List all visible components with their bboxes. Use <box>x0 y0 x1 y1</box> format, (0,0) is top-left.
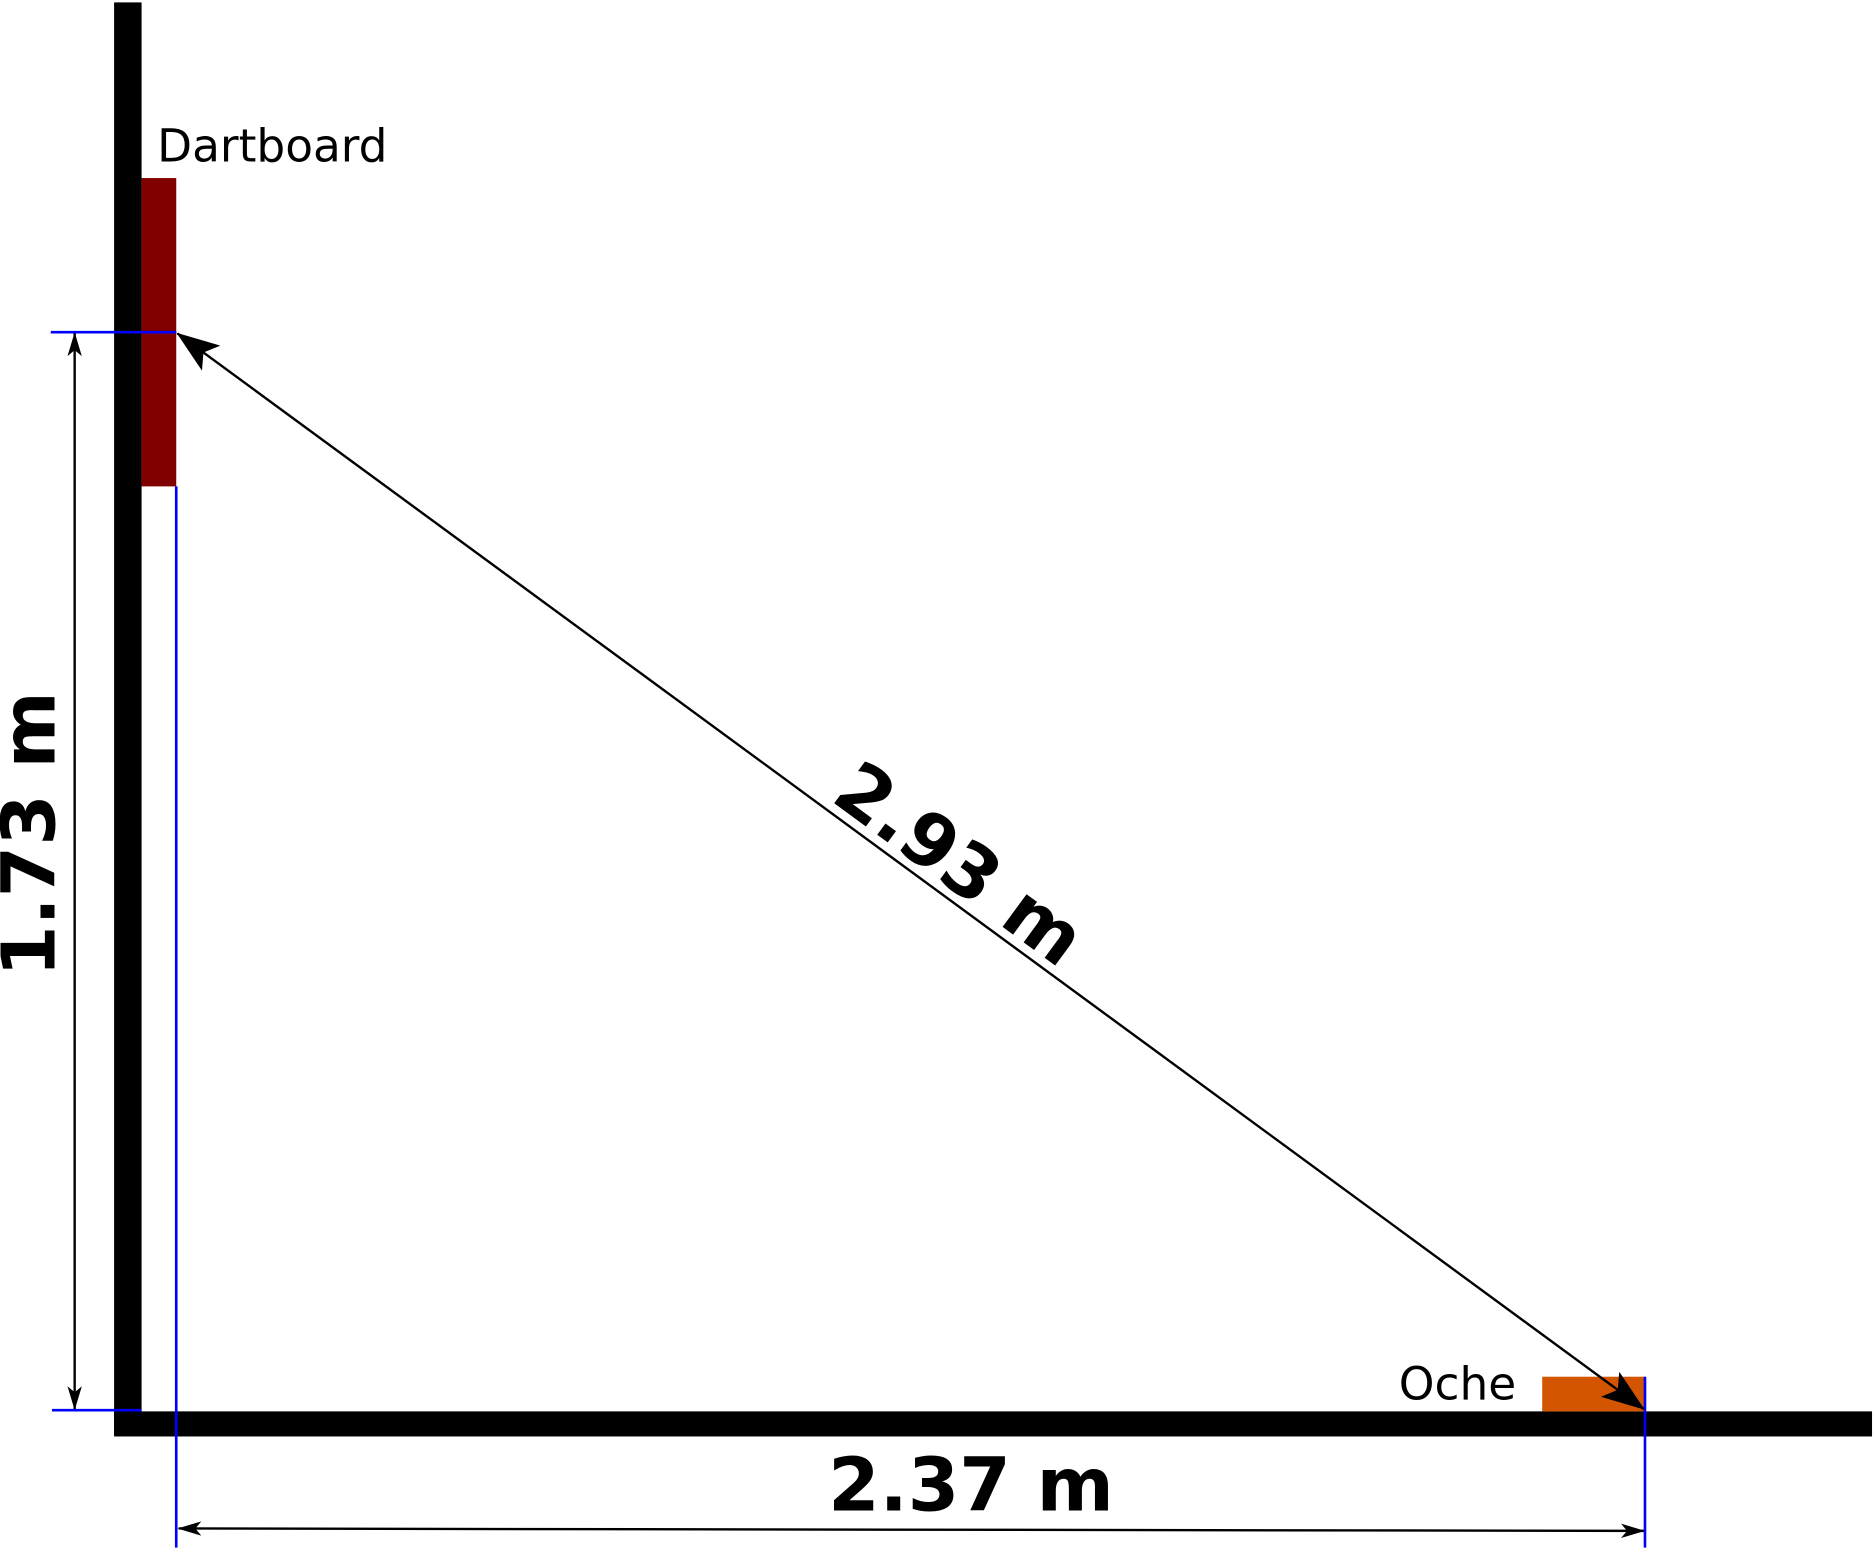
oche-label: Oche <box>1399 1357 1516 1410</box>
diagonal-dimension-line <box>176 332 1645 1410</box>
diagonal-label: 2.93 m <box>819 745 1100 983</box>
floor-distance-label: 2.37 m <box>828 1443 1114 1529</box>
wall <box>114 2 142 1436</box>
floor-dimension-line <box>177 1521 1645 1539</box>
height-label: 1.73 m <box>0 691 72 977</box>
oche <box>1542 1376 1645 1412</box>
floor <box>114 1411 1873 1437</box>
dartboard-label: Dartboard <box>157 119 387 172</box>
